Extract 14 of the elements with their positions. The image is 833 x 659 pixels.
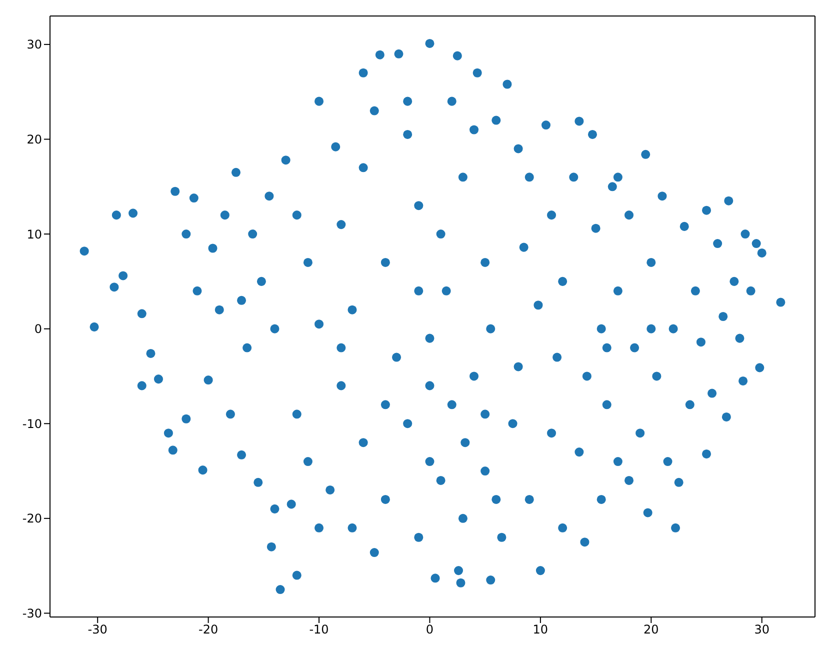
x-tick-label: -10 bbox=[309, 622, 329, 637]
x-tick-label: 20 bbox=[644, 622, 659, 637]
x-tick-label: -20 bbox=[198, 622, 218, 637]
y-tick-label: 0 bbox=[34, 322, 42, 336]
y-tick-label: 10 bbox=[26, 227, 42, 242]
x-tick-label: 10 bbox=[532, 622, 548, 637]
y-tick-label: -20 bbox=[22, 512, 42, 526]
y-tick-label: 30 bbox=[26, 38, 42, 52]
x-tick-label: 0 bbox=[426, 622, 434, 637]
x-tick-label: -30 bbox=[88, 622, 108, 637]
y-tick-label: 20 bbox=[26, 132, 42, 146]
y-tick-label: -10 bbox=[22, 416, 42, 431]
x-tick-label: 30 bbox=[754, 622, 770, 637]
y-tick-label: -30 bbox=[22, 606, 42, 620]
